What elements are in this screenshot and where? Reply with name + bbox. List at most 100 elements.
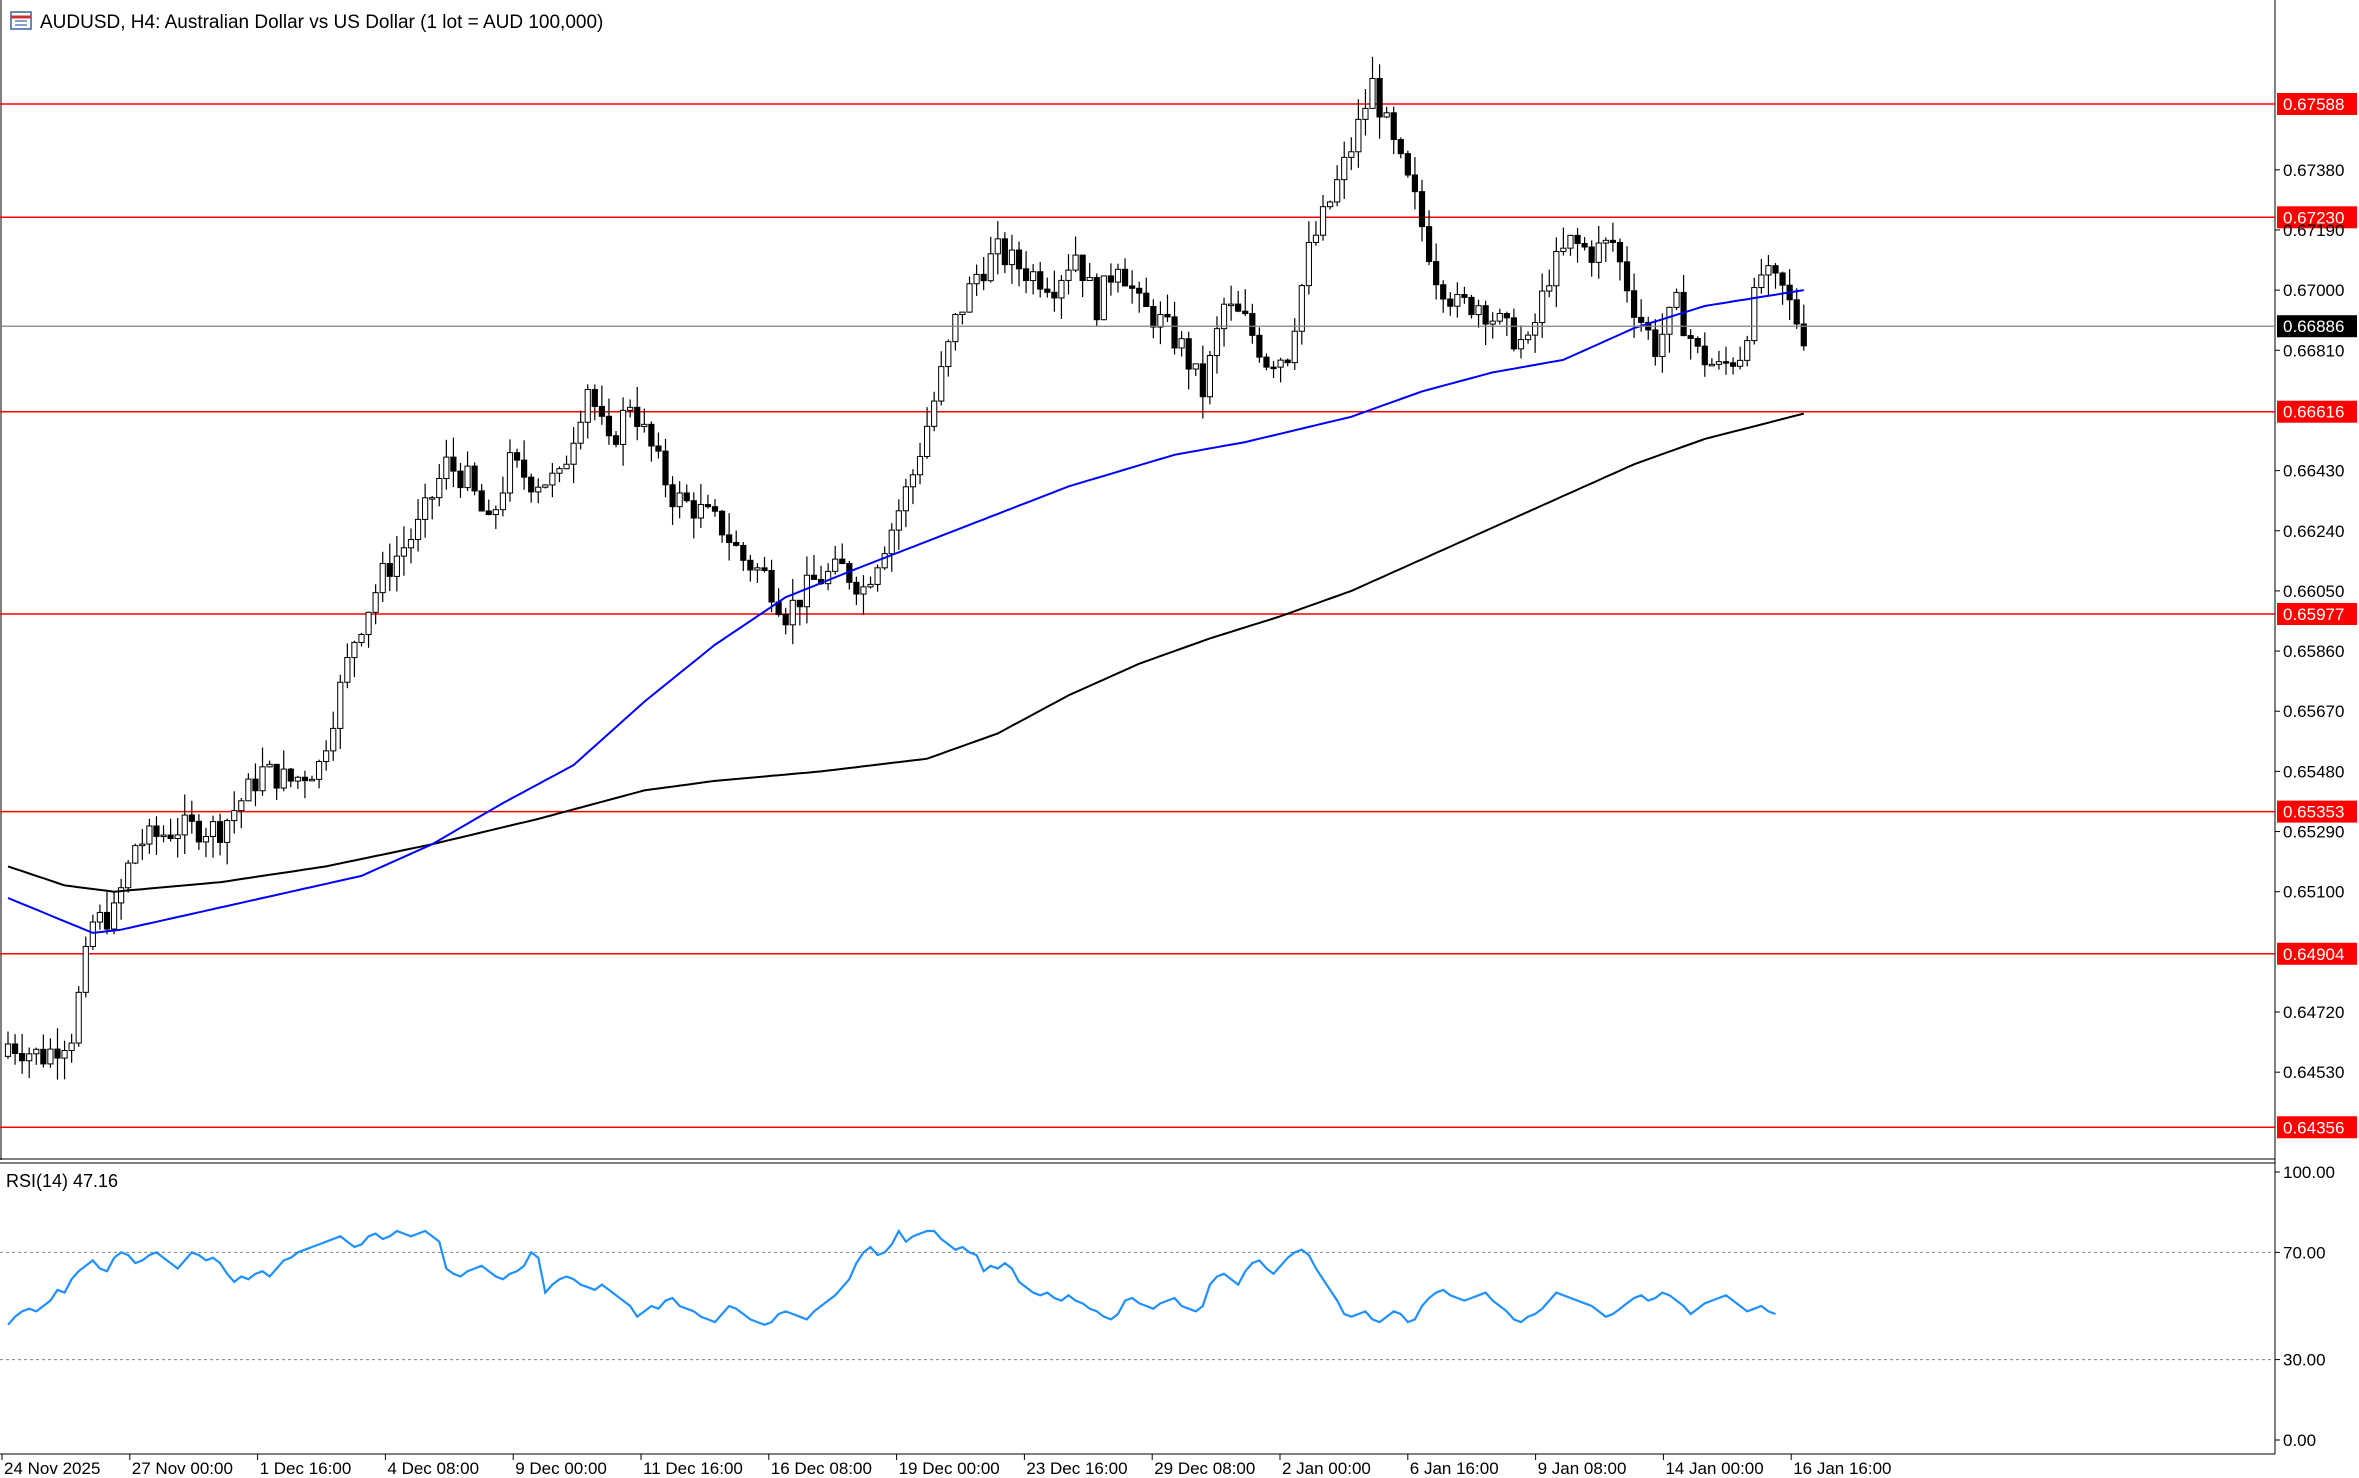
- candle-body: [1631, 290, 1638, 318]
- candle: [358, 632, 365, 647]
- candle-body: [754, 567, 761, 571]
- candle-body: [61, 1050, 68, 1059]
- candle-body: [1051, 291, 1058, 299]
- candle: [301, 770, 309, 799]
- candle-body: [655, 445, 662, 452]
- candle: [605, 398, 613, 445]
- candle: [1079, 254, 1086, 298]
- candle: [874, 564, 881, 592]
- candle-body: [393, 555, 400, 577]
- candle: [492, 505, 499, 530]
- candle-body: [259, 766, 266, 792]
- candle-body: [1744, 340, 1751, 361]
- candle-body: [450, 456, 457, 472]
- candle-body: [768, 570, 775, 603]
- candle: [1121, 258, 1129, 287]
- candle: [344, 643, 351, 689]
- candle-body: [1454, 294, 1461, 307]
- candle: [252, 763, 259, 807]
- candle: [1093, 273, 1100, 327]
- candle-body: [1567, 234, 1574, 249]
- candle: [1715, 350, 1723, 370]
- slow-moving-average-line: [7, 412, 1805, 893]
- price-tick-label: 0.65480: [2283, 762, 2344, 781]
- candle-body: [1779, 272, 1786, 286]
- candle-body: [987, 253, 994, 282]
- candle-body: [825, 570, 832, 585]
- candle-body: [358, 633, 365, 643]
- candle: [1461, 286, 1468, 304]
- candle-body: [740, 544, 747, 561]
- chart-window-icon[interactable]: [10, 11, 32, 30]
- time-tick-label: 19 Dec 00:00: [899, 1459, 1000, 1478]
- candle-body: [627, 406, 634, 411]
- candle: [379, 551, 386, 602]
- candle-body: [1037, 271, 1044, 290]
- candle: [146, 818, 153, 854]
- candle-body: [231, 810, 238, 822]
- candle-body: [1228, 303, 1235, 307]
- candle-body: [1517, 339, 1525, 350]
- candle: [1277, 357, 1284, 383]
- candle-body: [1666, 306, 1673, 335]
- candle: [471, 462, 478, 496]
- candle-body: [1015, 249, 1023, 270]
- candle: [860, 575, 867, 615]
- candle-body: [1164, 313, 1171, 318]
- candle-body: [853, 581, 860, 595]
- candle-body: [938, 366, 945, 402]
- candle: [259, 747, 266, 796]
- candle-body: [1539, 290, 1546, 324]
- candle: [1588, 240, 1595, 277]
- candle: [1164, 294, 1171, 322]
- candle-body: [513, 452, 521, 461]
- rsi-tick-label: 100.00: [2283, 1163, 2335, 1182]
- candle-body: [118, 887, 125, 904]
- candle-body: [1524, 334, 1532, 341]
- candle-body: [1433, 261, 1440, 286]
- candle: [294, 775, 301, 789]
- candle: [1065, 254, 1072, 295]
- candle-body: [1609, 239, 1616, 243]
- rsi-tick-label: 0.00: [2283, 1431, 2316, 1450]
- candle-body: [1475, 305, 1482, 316]
- candle: [690, 492, 697, 539]
- candle: [556, 466, 563, 483]
- candle: [209, 815, 217, 858]
- candle-body: [711, 506, 719, 512]
- candle: [202, 827, 210, 858]
- candle-body: [1235, 303, 1242, 312]
- candle: [1136, 281, 1143, 313]
- candle-body: [563, 463, 570, 470]
- candle: [966, 276, 973, 313]
- candle-body: [591, 389, 598, 407]
- candle: [945, 339, 952, 377]
- candle-body: [33, 1048, 40, 1055]
- candle-body: [1129, 285, 1136, 289]
- candle: [1312, 221, 1320, 246]
- candle: [1242, 289, 1249, 317]
- candle: [1659, 313, 1666, 373]
- candle-body: [110, 902, 118, 930]
- candle-body: [1758, 274, 1765, 289]
- price-tick-label: 0.64530: [2283, 1063, 2344, 1082]
- candle: [1524, 331, 1532, 344]
- candle-body: [1341, 156, 1348, 181]
- candle-body: [1765, 265, 1772, 276]
- candle: [1609, 222, 1616, 252]
- candle: [1765, 255, 1772, 297]
- candle-body: [1510, 317, 1518, 350]
- candle: [641, 408, 648, 433]
- candle-body: [1348, 151, 1355, 158]
- candle-body: [11, 1043, 19, 1055]
- candle-body: [1772, 265, 1779, 274]
- candle-body: [1093, 277, 1100, 321]
- candle-body: [47, 1048, 54, 1065]
- candle: [1666, 306, 1673, 353]
- rsi-tick-label: 30.00: [2283, 1351, 2326, 1370]
- candle: [110, 892, 118, 935]
- candle-body: [224, 820, 231, 843]
- candle-body: [1623, 261, 1631, 292]
